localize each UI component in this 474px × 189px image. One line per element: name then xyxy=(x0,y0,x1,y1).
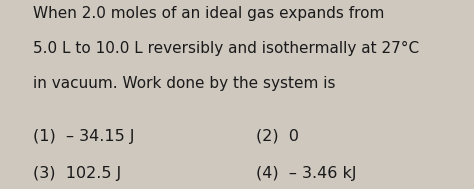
Text: 5.0 L to 10.0 L reversibly and isothermally at 27°C: 5.0 L to 10.0 L reversibly and isotherma… xyxy=(33,41,419,56)
Text: (1)  – 34.15 J: (1) – 34.15 J xyxy=(33,129,135,144)
Text: (4)  – 3.46 kJ: (4) – 3.46 kJ xyxy=(256,166,356,181)
Text: When 2.0 moles of an ideal gas expands from: When 2.0 moles of an ideal gas expands f… xyxy=(33,6,384,21)
Text: (3)  102.5 J: (3) 102.5 J xyxy=(33,166,121,181)
Text: in vacuum. Work done by the system is: in vacuum. Work done by the system is xyxy=(33,76,336,91)
Text: (2)  0: (2) 0 xyxy=(256,129,299,144)
